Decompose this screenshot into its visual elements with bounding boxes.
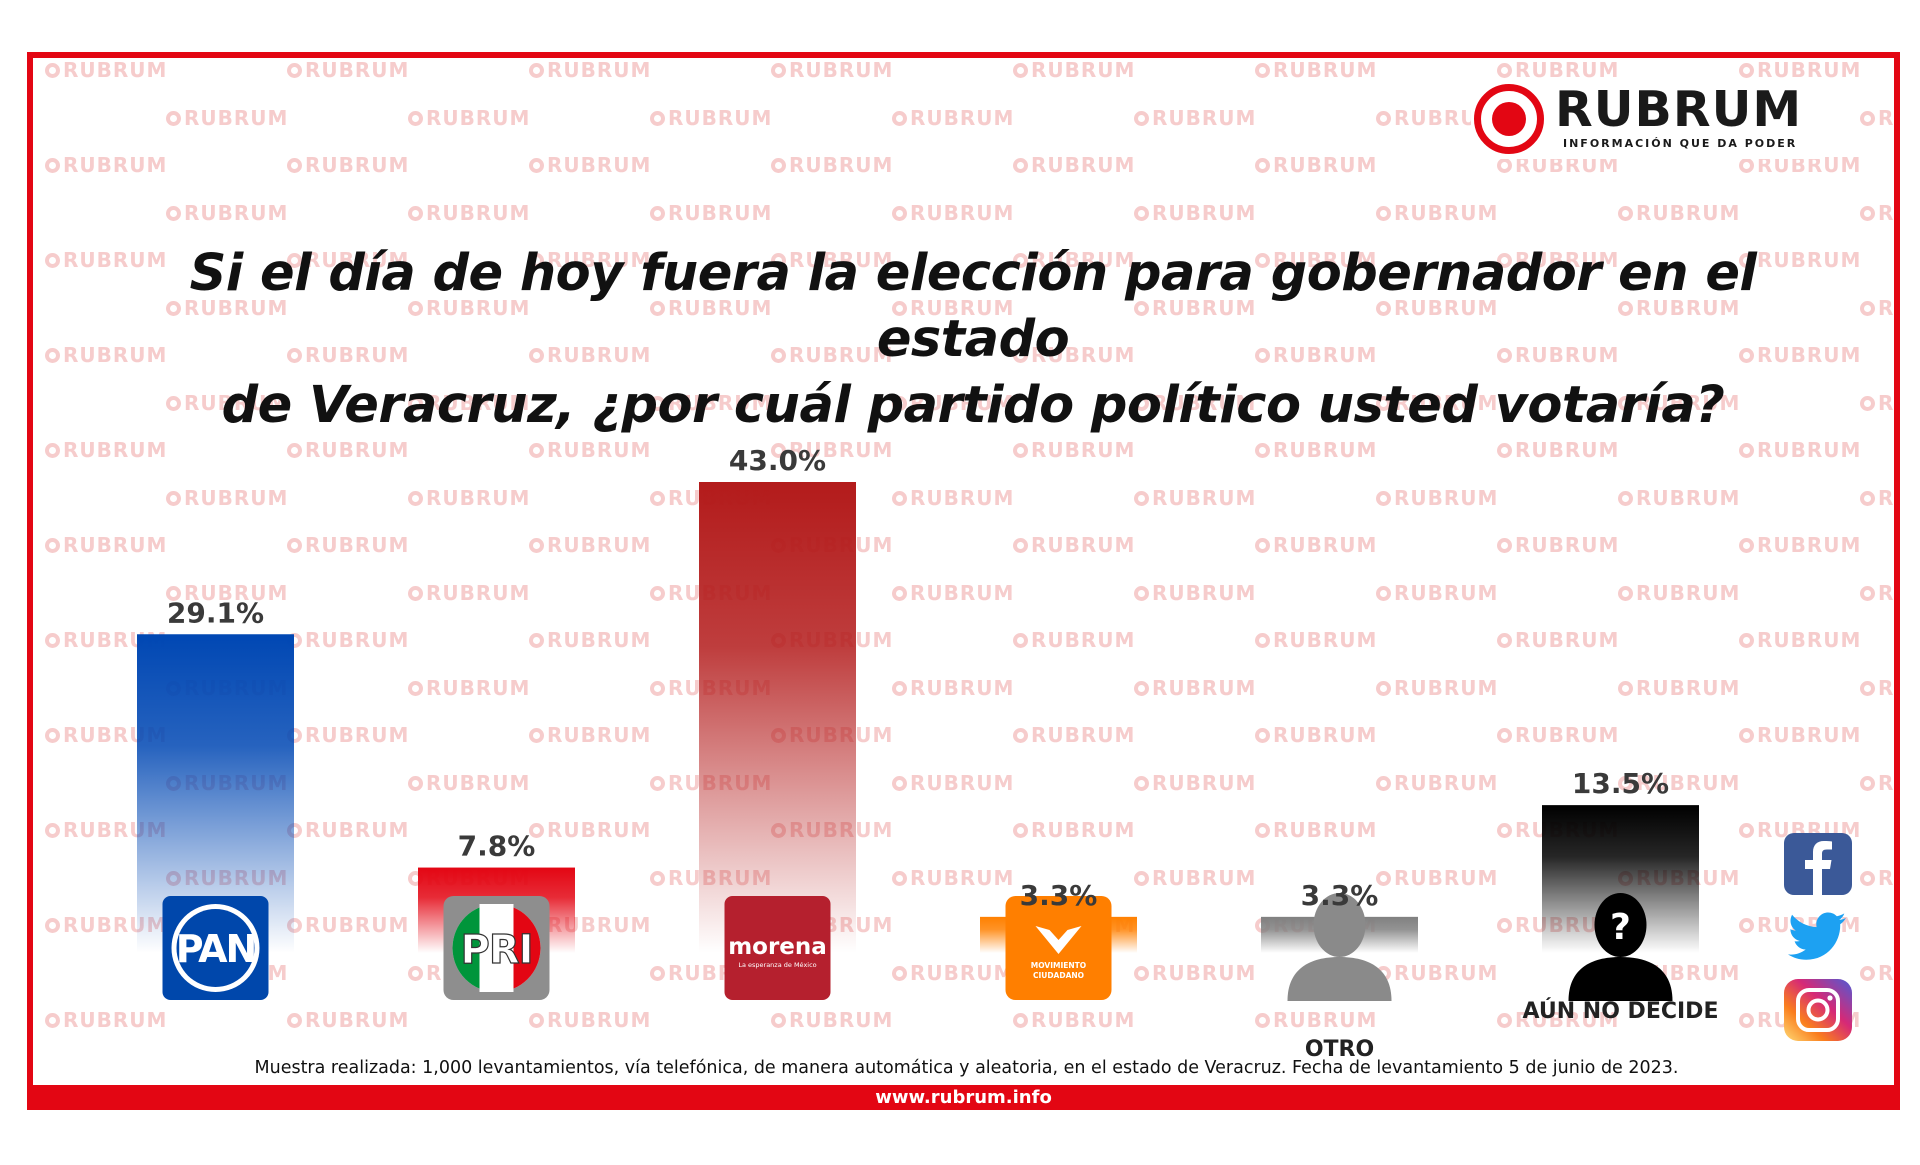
rubrum-logo: RUBRUM INFORMACIÓN QUE DA PODER xyxy=(1471,79,1821,159)
mc-logo-text-1: MOVIMIENTO xyxy=(1031,961,1086,970)
twitter-icon[interactable] xyxy=(1784,906,1852,968)
chart-title: Si el día de hoy fuera la elección para … xyxy=(123,241,1823,439)
category-label: OTRO xyxy=(1305,1037,1374,1062)
instagram-icon[interactable] xyxy=(1784,979,1852,1041)
pan-logo-text: PAN xyxy=(176,927,256,971)
title-line-1: Si el día de hoy fuera la elección para … xyxy=(189,244,1757,369)
website-link[interactable]: www.rubrum.info xyxy=(875,1087,1052,1108)
otro-person-icon xyxy=(1313,893,1366,957)
value-label: 7.8% xyxy=(458,830,536,863)
facebook-icon[interactable] xyxy=(1784,833,1852,895)
methodology-note: Muestra realizada: 1,000 levantamientos,… xyxy=(254,1058,1679,1078)
value-label: 3.3% xyxy=(1301,879,1379,912)
morena-logo-subtext: La esperanza de México xyxy=(738,961,816,969)
bar-morena xyxy=(699,482,856,953)
brand-tagline: INFORMACIÓN QUE DA PODER xyxy=(1563,137,1798,150)
question-mark: ? xyxy=(1610,907,1631,948)
title-line-2: de Veracruz, ¿por cuál partido político … xyxy=(221,376,1725,435)
morena-logo-text: morena xyxy=(728,934,827,960)
brand-name: RUBRUM xyxy=(1555,81,1803,138)
website-bar: www.rubrum.info xyxy=(27,1085,1900,1110)
poster-frame: RUBRUM RUBRUM RUBRUM RUBRUM RUBRUM RUBRUM RUBR… xyxy=(27,52,1900,1110)
pri-logo-text: PRI xyxy=(461,927,533,973)
mc-logo-text-2: CIUDADANO xyxy=(1033,971,1084,980)
morena-logo xyxy=(724,896,831,1000)
value-label: 3.3% xyxy=(1020,879,1098,912)
eagle-icon xyxy=(1035,926,1082,954)
value-label: 29.1% xyxy=(167,596,264,629)
value-label: 43.0% xyxy=(729,444,826,477)
rubrum-logo-icon xyxy=(1474,84,1544,154)
category-label: AÚN NO DECIDE xyxy=(1523,998,1719,1024)
value-label: 13.5% xyxy=(1572,767,1669,800)
undecided-person-icon xyxy=(1594,893,1647,957)
